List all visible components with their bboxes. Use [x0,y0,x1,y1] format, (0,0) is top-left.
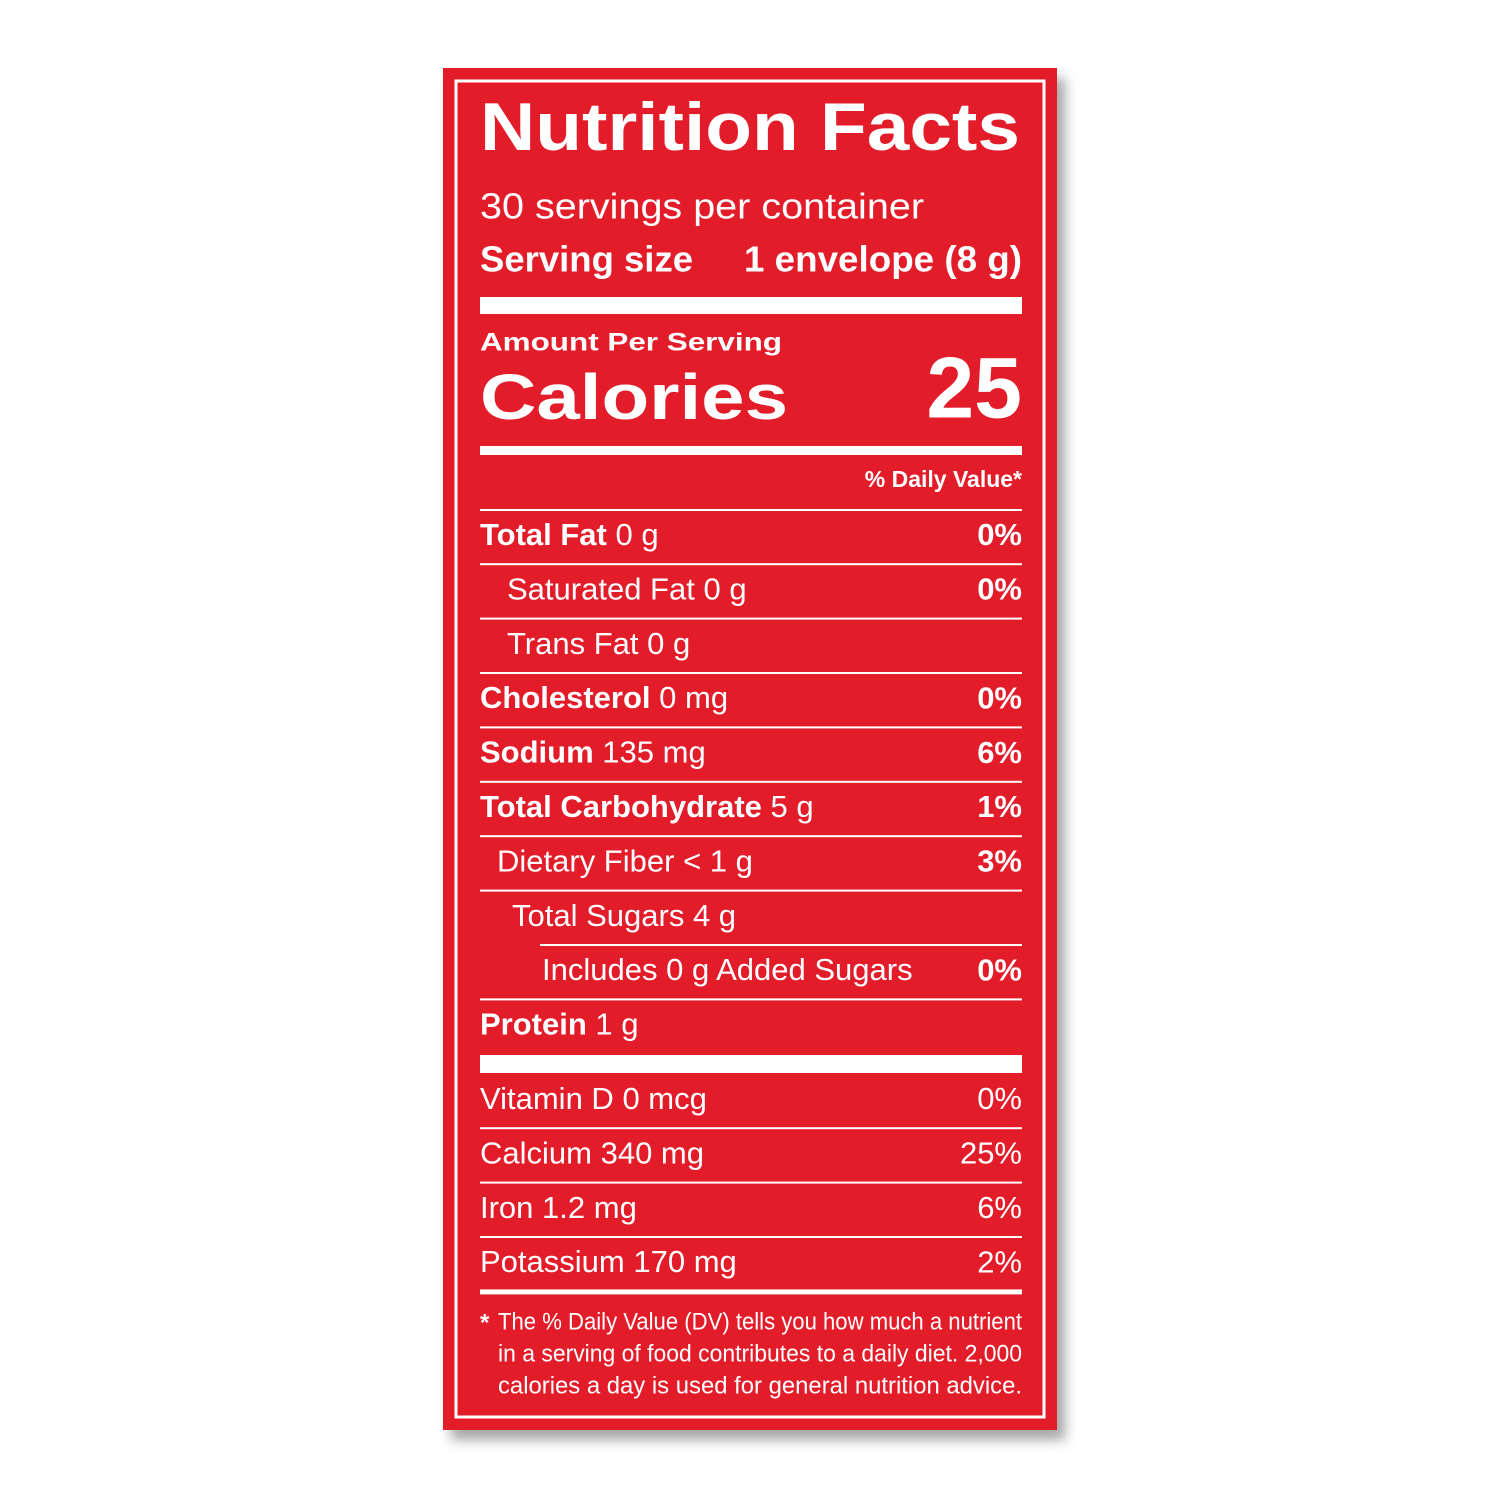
serving-size-label: Serving size [480,239,693,280]
rule [480,889,1022,892]
label-panel [443,68,1057,1430]
rule [480,1127,1022,1130]
vitamin-dv: 6% [977,1190,1022,1225]
nutrient-dv: 6% [977,735,1022,770]
footnote-line: The % Daily Value (DV) tells you how muc… [498,1308,1022,1335]
nutrient-name: Total Sugars [512,898,684,933]
nutrient-row: Total Fat 0 g [480,517,659,552]
nutrient-dv: 0% [977,572,1022,607]
nutrient-row: Saturated Fat 0 g [507,572,747,607]
nutrient-name: Total Carbohydrate [480,789,762,824]
nutrient-row: Trans Fat 0 g [507,626,690,661]
rule [480,1055,1022,1073]
vitamin-dv: 0% [977,1081,1022,1116]
nutrient-name: Dietary Fiber [497,844,674,879]
vitamin-row: Vitamin D 0 mcg [480,1081,707,1116]
nutrient-name: Trans Fat [507,626,639,661]
calories-value: 25 [926,341,1022,437]
nutrient-row: Sodium 135 mg [480,735,706,770]
nutrient-amount: 4 g [693,898,736,933]
medium-rule [480,446,1022,455]
rule [480,835,1022,838]
daily-value-header: % Daily Value* [865,466,1022,492]
vitamin-dv: 25% [960,1136,1022,1171]
nutrient-row: Protein 1 g [480,1007,639,1042]
nutrient-row: Includes 0 g Added Sugars [542,952,913,987]
rule [480,509,1022,511]
nutrient-amount: 5 g [771,789,814,824]
vitamin-dv: 2% [977,1244,1022,1279]
footnote-marker: * [480,1309,490,1336]
rule [480,726,1022,729]
thick-rule [480,297,1022,314]
calories-label: Calories [480,361,788,433]
vitamin-amount: 0 mcg [622,1081,706,1116]
vitamin-amount: 1.2 mg [542,1190,637,1225]
serving-size-value: 1 envelope (8 g) [744,239,1022,280]
rule [480,1181,1022,1184]
nutrient-amount: < 1 g [683,844,753,879]
rule [540,944,1022,946]
rule [480,1289,1022,1295]
nutrient-dv: 0% [977,517,1022,552]
footnote-line: in a serving of food contributes to a da… [498,1340,1022,1367]
servings: 30 servings per container [480,186,924,227]
rule [480,780,1022,783]
vitamin-row: Iron 1.2 mg [480,1190,637,1225]
nutrient-name: Includes [542,952,657,987]
vitamin-name: Vitamin D [480,1081,614,1116]
inner-border [454,79,1046,1419]
nutrient-amount: 0 g [647,626,690,661]
footnote-line: calories a day is used for general nutri… [498,1372,1022,1399]
nutrient-row: Dietary Fiber < 1 g [497,844,753,879]
nutrient-name: Cholesterol [480,680,651,715]
vitamin-name: Iron [480,1190,533,1225]
vitamin-name: Calcium [480,1136,592,1171]
rule [480,563,1022,566]
vitamin-row: Potassium 170 mg [480,1244,737,1279]
vitamin-row: Calcium 340 mg [480,1136,704,1171]
nutrient-dv: 0% [977,680,1022,715]
nutrient-amount: 1 g [595,1007,638,1042]
nutrient-amount: 135 mg [602,735,705,770]
nutrient-dv: 1% [977,789,1022,824]
nutrient-name: Sodium [480,735,594,770]
rule [480,998,1022,1001]
amount-per-serving: Amount Per Serving [480,329,782,357]
vitamin-amount: 170 mg [633,1244,736,1279]
nutrient-dv: 0% [977,952,1022,987]
nutrient-amount: 0 mg [659,680,728,715]
nutrient-name: Protein [480,1007,587,1042]
rule [480,617,1022,620]
nutrient-row: Total Sugars 4 g [512,898,736,933]
vitamin-name: Potassium [480,1244,625,1279]
nutrient-dv: 3% [977,844,1022,879]
nutrient-row: Total Carbohydrate 5 g [480,789,814,824]
nutrient-amount: 0 g [616,517,659,552]
title: Nutrition Facts [480,89,1020,165]
rule [480,672,1022,674]
nutrient-amount: 0 g [703,572,746,607]
nutrient-name: Total Fat [480,517,607,552]
nutrient-amount: 0 g Added Sugars [666,952,912,987]
vitamin-amount: 340 mg [601,1136,704,1171]
rule [480,1236,1022,1238]
nutrient-row: Cholesterol 0 mg [480,680,728,715]
nutrient-name: Saturated Fat [507,572,695,607]
